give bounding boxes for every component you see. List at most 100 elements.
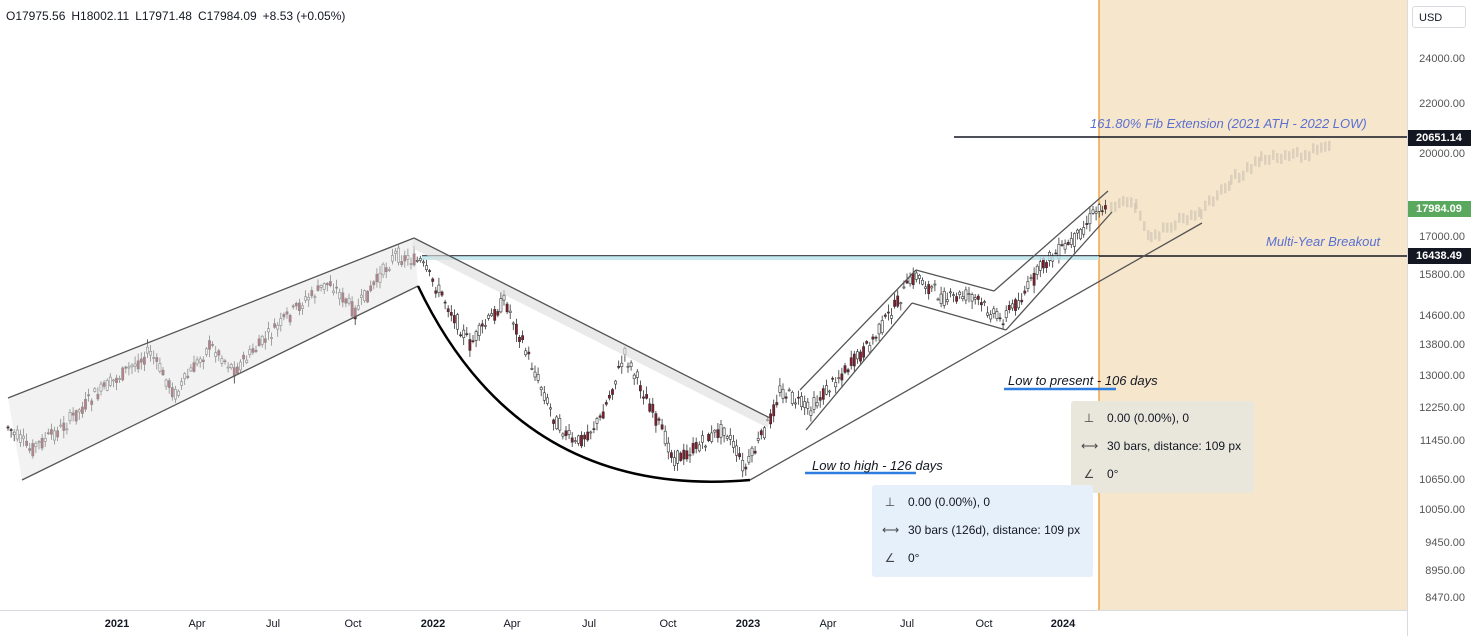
candle-up [614, 380, 618, 385]
candle-up [477, 324, 481, 336]
candle-down [1014, 299, 1017, 311]
channel-2021-upper[interactable] [7, 237, 415, 399]
candle-down [592, 428, 596, 430]
ghost-bar [1238, 172, 1241, 183]
candle-down [775, 402, 779, 406]
candle-down [638, 385, 642, 392]
candle-down [480, 323, 484, 327]
downtrend-2022-line[interactable] [413, 237, 771, 419]
fib-extension-label[interactable]: 161.80% Fib Extension (2021 ATH - 2022 L… [1090, 116, 1367, 131]
candle-up [567, 430, 571, 435]
downtrend-2022-fill [412, 238, 770, 428]
time-tick: 2022 [420, 618, 446, 630]
chart-pane[interactable]: O17975.56 H18002.11 L17971.48 C17984.09 +8.5… [0, 0, 1407, 610]
price-tick: 15800.00 [1419, 269, 1465, 281]
bars-range-icon: ⟷ [882, 523, 900, 537]
ohlc-legend: O17975.56 H18002.11 L17971.48 C17984.09 +8.5… [6, 9, 351, 23]
candle-up [930, 286, 934, 289]
candle-down [552, 419, 556, 424]
candle-down [1007, 305, 1011, 311]
low-to-high-label[interactable]: Low to high - 126 days [812, 458, 943, 473]
candle-up [421, 261, 425, 264]
candle-down [1054, 252, 1058, 255]
low-to-present-label[interactable]: Low to present - 106 days [1008, 373, 1158, 388]
candle-up [620, 362, 624, 367]
candle-up [899, 302, 903, 305]
ghost-bar [1118, 198, 1121, 209]
candle-up [731, 441, 735, 448]
candle-down [521, 335, 525, 341]
time-tick: Jul [581, 618, 597, 630]
candle-up [483, 325, 487, 327]
candle-up [725, 436, 729, 439]
candle-up [629, 362, 633, 367]
currency-selector[interactable]: USD [1412, 6, 1466, 28]
candle-down [859, 351, 862, 362]
candle-down [496, 311, 500, 316]
candle-down [1085, 223, 1089, 226]
time-axis[interactable]: 2021 Apr Jul Oct 2022 Apr Jul Oct 2023 A… [0, 610, 1407, 636]
multi-year-breakout-label[interactable]: Multi-Year Breakout [1266, 234, 1381, 249]
ghost-bar [1242, 170, 1245, 181]
ghost-bar [1292, 148, 1295, 159]
ghost-bar [1174, 220, 1177, 231]
angle-icon: ∠ [1083, 467, 1095, 481]
candle-up [1091, 209, 1095, 214]
candle-up [589, 431, 593, 434]
candle-up [673, 457, 676, 467]
price-axis[interactable]: USD 24000.00 22000.00 20000.00 17000.00 … [1407, 0, 1471, 636]
price-range-icon: ⊥ [884, 495, 896, 509]
price-tick: 11450.00 [1419, 435, 1465, 447]
candle-up [890, 315, 893, 319]
candle-up [809, 410, 813, 416]
candle-up [914, 272, 918, 280]
candle-down [493, 309, 497, 321]
trend-drawings[interactable] [7, 136, 1407, 483]
candle-up [787, 389, 791, 392]
candle-up [1010, 303, 1014, 309]
channel-2023-upper[interactable] [799, 269, 917, 391]
price-chart-canvas[interactable] [0, 0, 1407, 610]
ghost-bar [1212, 196, 1215, 207]
price-tick: 10050.00 [1419, 504, 1465, 516]
candle-down [1060, 244, 1064, 246]
rounding-bottom-arc[interactable] [416, 285, 751, 483]
candle-down [657, 418, 661, 421]
candle-up [474, 331, 478, 341]
price-tick: 8470.00 [1425, 592, 1465, 604]
candle-up [502, 294, 506, 301]
candle-down [1001, 323, 1005, 326]
measure-panel-high[interactable]: ⊥ 0.00 (0.00%), 0 ⟷ 30 bars (126d), distan… [872, 485, 1093, 577]
candle-up [939, 293, 943, 304]
candle-down [759, 430, 763, 436]
candle-up [989, 314, 993, 320]
candle-down [505, 303, 509, 313]
channel-2021-lower[interactable] [21, 285, 419, 481]
flag-upper[interactable] [915, 269, 995, 292]
candle-down [642, 396, 645, 399]
candle-up [1088, 213, 1092, 225]
ghost-bar [1190, 210, 1193, 221]
candle-up [558, 418, 562, 431]
candle-up [666, 442, 670, 453]
channel-2024-lower[interactable] [1005, 211, 1113, 331]
channel-2024-upper[interactable] [993, 190, 1109, 292]
candle-up [1073, 233, 1076, 247]
candle-up [573, 440, 577, 442]
measure-panel-present[interactable]: ⊥ 0.00 (0.00%), 0 ⟷ 30 bars, distance: 109… [1071, 401, 1254, 493]
candle-down [452, 315, 456, 324]
candle-down [570, 437, 574, 443]
candle-down [716, 429, 720, 439]
candle-up [983, 301, 986, 303]
candle-down [769, 413, 773, 425]
price-tick: 24000.00 [1419, 53, 1465, 65]
candle-up [719, 424, 723, 438]
candle-up [933, 283, 937, 286]
ghost-bar [1324, 141, 1327, 152]
uptrend-support-line[interactable] [749, 222, 1203, 481]
candle-up [511, 322, 515, 325]
time-tick: 2024 [1050, 618, 1076, 630]
flag-lower[interactable] [911, 302, 1007, 331]
channel-2023-lower[interactable] [805, 302, 913, 431]
candle-down [518, 336, 521, 342]
